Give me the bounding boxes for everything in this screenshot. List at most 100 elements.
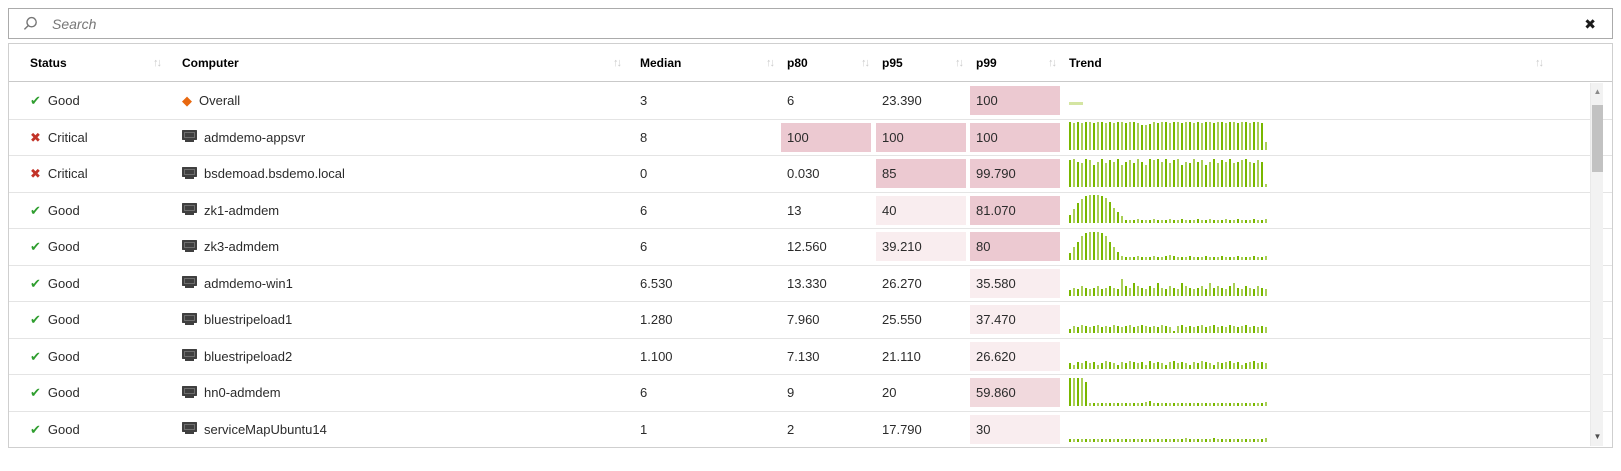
computer-cell: bluestripeload1 xyxy=(174,302,640,338)
computer-name: bluestripeload2 xyxy=(204,348,293,364)
computer-cell: ◆ Overall xyxy=(174,82,640,119)
p99-value-highlighted: 30 xyxy=(970,414,1060,444)
trend-bar xyxy=(1253,361,1255,369)
trend-bar xyxy=(1133,162,1135,187)
table-row[interactable]: ✔ Good bluestripeload1 1.280 7.960 25.550 37.4… xyxy=(9,301,1612,338)
table-row[interactable]: ✔ Good hn0-admdem 6 9 20 59.860 xyxy=(9,374,1612,411)
trend-bar xyxy=(1129,324,1131,333)
table-row[interactable]: ✖ Critical admdemo-appsvr 8 100 100 100 xyxy=(9,118,1612,156)
trend-bar xyxy=(1205,326,1207,333)
trend-bar xyxy=(1249,256,1251,260)
trend-bar xyxy=(1121,122,1123,150)
column-header-p80[interactable]: p80 ↑↓ xyxy=(787,56,882,70)
trend-bar xyxy=(1141,161,1143,187)
trend-bar xyxy=(1113,288,1115,296)
trend-bar xyxy=(1125,363,1127,369)
trend-bar xyxy=(1157,158,1159,187)
cell-p80: 6 xyxy=(787,82,882,119)
scroll-up-icon[interactable]: ▲ xyxy=(1593,87,1602,96)
trend-bar xyxy=(1249,161,1251,187)
trend-bar xyxy=(1237,362,1239,369)
cell-p80: 2 xyxy=(787,412,882,448)
trend-bar xyxy=(1117,402,1119,406)
status-label: Good xyxy=(47,239,80,255)
trend-bar xyxy=(1097,161,1099,187)
trend-bar xyxy=(1137,363,1139,369)
trend-bar xyxy=(1245,286,1247,296)
p95-value-highlighted: 100 xyxy=(876,122,966,152)
table-row[interactable]: ✔ Good bluestripeload2 1.100 7.130 21.110 26.6… xyxy=(9,337,1612,375)
p80-value: 12.560 xyxy=(787,239,827,255)
trend-bar xyxy=(1129,361,1131,369)
trend-bar xyxy=(1161,363,1163,369)
table-row[interactable]: ✖ Critical bsdemoad.bsdemo.local 0 0.030 85 99… xyxy=(9,155,1612,192)
good-status-icon: ✔ xyxy=(30,202,41,218)
column-header-status[interactable]: Status ↑↓ xyxy=(30,56,174,70)
trend-bar xyxy=(1137,123,1139,150)
trend-bar xyxy=(1113,208,1115,223)
trend-bar xyxy=(1221,439,1223,442)
trend-bar xyxy=(1073,123,1075,150)
trend-bar xyxy=(1161,161,1163,187)
trend-bar xyxy=(1209,402,1211,406)
status-label: Good xyxy=(47,312,80,328)
trend-bar xyxy=(1193,439,1195,442)
trend-bar xyxy=(1177,439,1179,442)
column-header-p99[interactable]: p99 ↑↓ xyxy=(976,56,1069,70)
trend-bar xyxy=(1217,256,1219,260)
column-header-p95[interactable]: p95 ↑↓ xyxy=(882,56,976,70)
trend-bar xyxy=(1129,159,1131,187)
table-row[interactable]: ✔ Good zk1-admdem 6 13 40 81.070 xyxy=(9,191,1612,229)
vertical-scrollbar[interactable]: ▲ ▼ xyxy=(1590,83,1603,446)
column-header-median[interactable]: Median ↑↓ xyxy=(640,56,787,70)
table-row[interactable]: ✔ Good serviceMapUbuntu14 1 2 17.790 30 xyxy=(9,410,1612,448)
median-value: 3 xyxy=(640,92,648,108)
trend-bar xyxy=(1197,363,1199,369)
scroll-down-icon[interactable]: ▼ xyxy=(1593,432,1602,441)
trend-bar xyxy=(1181,402,1183,406)
trend-bar xyxy=(1149,158,1151,187)
trend-bar xyxy=(1081,439,1083,442)
trend-bar xyxy=(1209,122,1211,150)
median-value: 1.100 xyxy=(640,348,673,364)
trend-bar xyxy=(1221,363,1223,369)
trend-bar xyxy=(1161,324,1163,333)
trend-bar xyxy=(1093,325,1095,333)
trend-bar xyxy=(1149,124,1151,150)
trend-bar xyxy=(1261,161,1263,187)
trend-bar xyxy=(1069,377,1071,406)
cell-p95: 26.270 xyxy=(882,266,976,302)
computer-cell: admdemo-win1 xyxy=(174,266,640,302)
trend-bar xyxy=(1169,362,1171,369)
p95-value: 20 xyxy=(882,385,897,401)
trend-bar xyxy=(1221,122,1223,150)
trend-bar xyxy=(1261,220,1263,223)
trend-bar xyxy=(1205,439,1207,442)
search-input[interactable] xyxy=(50,14,1573,33)
trend-bar xyxy=(1133,256,1135,260)
cell-p99: 30 xyxy=(970,412,1069,448)
table-row[interactable]: ✔ Good admdemo-win1 6.530 13.330 26.270 35.580 xyxy=(9,264,1612,302)
trend-bar xyxy=(1253,439,1255,442)
trend-bar xyxy=(1189,365,1191,369)
median-cell: 8 xyxy=(640,120,787,156)
table-row[interactable]: ✔ Good zk3-admdem 6 12.560 39.210 80 xyxy=(9,228,1612,265)
table-row[interactable]: ✔ Good ◆ Overall 3 6 23.390 100 xyxy=(9,82,1612,119)
column-header-trend[interactable]: Trend ↑↓ xyxy=(1069,56,1612,70)
trend-bar xyxy=(1201,361,1203,369)
column-header-computer[interactable]: Computer ↑↓ xyxy=(174,56,640,70)
trend-bar xyxy=(1193,402,1195,406)
trend-bar xyxy=(1113,363,1115,369)
trend-bar xyxy=(1161,122,1163,150)
cell-p95: 85 xyxy=(876,156,976,192)
trend-bar xyxy=(1133,122,1135,150)
cell-p95: 40 xyxy=(876,193,976,229)
close-icon[interactable]: ✖ xyxy=(1584,15,1596,32)
median-value: 6 xyxy=(640,202,648,218)
cell-p99: 100 xyxy=(970,120,1069,156)
trend-bar xyxy=(1089,439,1091,442)
trend-bar xyxy=(1197,325,1199,333)
trend-bar xyxy=(1069,363,1071,369)
scrollbar-thumb[interactable] xyxy=(1592,105,1603,172)
trend-bar xyxy=(1205,220,1207,223)
